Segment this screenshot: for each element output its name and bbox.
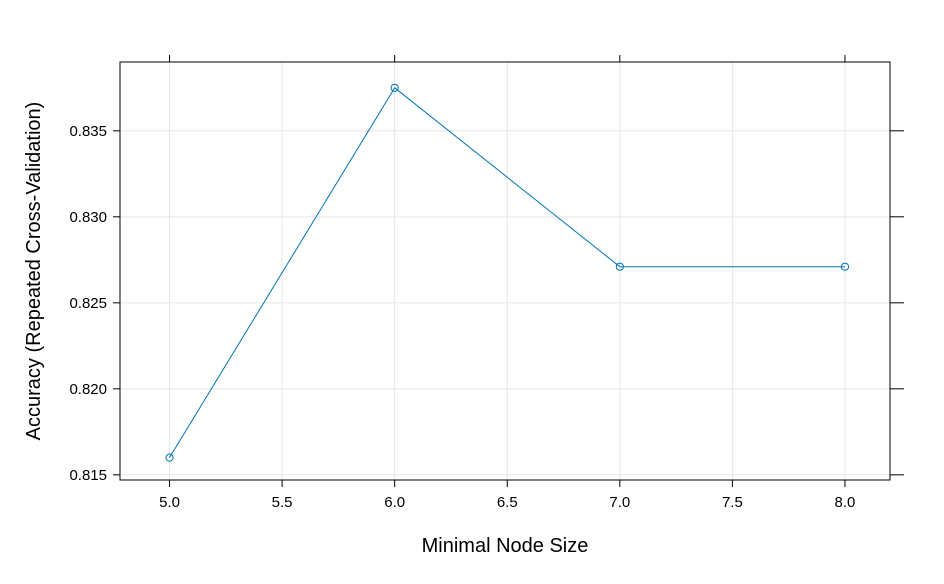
x-tick-label: 7.0 [609,494,630,511]
y-tick-label: 0.835 [69,123,107,140]
axis-ticks: 5.0 5.5 6.0 6.5 7.0 7.5 8.0 0.815 0.820 0.825 0.83… [69,55,904,511]
data-point [615,262,624,271]
plot-frame [119,61,891,481]
x-tick-label: 6.0 [384,494,405,511]
series-line [169,87,845,458]
y-tick-label: 0.815 [69,467,107,484]
y-tick-label: 0.830 [69,209,107,226]
x-tick-label: 8.0 [835,494,856,511]
x-tick-label: 5.5 [272,494,293,511]
y-axis-title: Accuracy (Repeated Cross-Validation) [23,102,45,441]
x-tick-label: 7.5 [722,494,743,511]
data-point [390,83,399,92]
data-point [840,262,850,271]
grid-lines [120,62,890,480]
series-layer [165,83,850,462]
x-tick-label: 6.5 [497,494,518,511]
x-tick-label: 5.0 [159,494,180,511]
x-axis-title: Minimal Node Size [422,535,589,557]
y-tick-label: 0.825 [69,295,107,312]
y-tick-label: 0.820 [69,381,107,398]
data-point [165,453,174,462]
